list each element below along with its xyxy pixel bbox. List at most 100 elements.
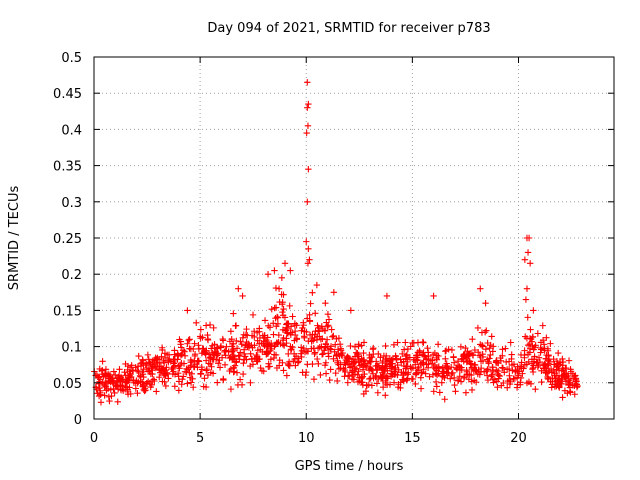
data-point (360, 349, 367, 357)
data-point (207, 369, 215, 376)
data-point (318, 343, 325, 350)
data-point (525, 234, 533, 242)
data-point (156, 373, 163, 381)
data-point (291, 337, 298, 344)
data-point (270, 320, 277, 327)
data-point (347, 307, 355, 314)
data-point (142, 387, 149, 394)
data-point (274, 314, 282, 321)
data-point (368, 382, 376, 389)
data-point (208, 345, 215, 352)
data-point (305, 166, 312, 173)
data-point (201, 375, 208, 382)
data-point (340, 365, 347, 372)
y-tick-label: 0.25 (53, 232, 82, 247)
data-point (135, 368, 142, 376)
data-point (360, 356, 368, 364)
data-point (551, 369, 558, 377)
data-point (129, 376, 137, 384)
data-point (227, 328, 235, 335)
data-point (183, 368, 190, 376)
data-point (467, 360, 474, 367)
data-point (209, 342, 216, 349)
data-point (204, 331, 211, 339)
data-point (374, 389, 382, 396)
data-point (347, 342, 354, 350)
data-point (360, 390, 367, 398)
data-point (455, 376, 462, 384)
data-point (502, 345, 509, 352)
data-point (521, 347, 528, 354)
data-point (383, 292, 391, 300)
data-point (297, 350, 305, 357)
data-point (235, 285, 242, 292)
data-point (135, 352, 142, 360)
data-point (327, 366, 334, 373)
data-point (541, 347, 548, 354)
data-point (300, 321, 307, 329)
data-point (399, 350, 406, 358)
data-point (199, 345, 206, 352)
data-point (223, 343, 230, 350)
y-tick-label: 0.2 (61, 268, 82, 283)
data-point (442, 348, 449, 355)
data-point (311, 349, 319, 356)
data-point (278, 291, 285, 298)
data-point (406, 354, 414, 361)
data-point (549, 378, 556, 385)
data-point (355, 359, 363, 366)
data-point (499, 346, 506, 353)
data-point (253, 353, 261, 360)
data-point (404, 371, 411, 378)
data-point (228, 335, 235, 343)
data-point (407, 365, 415, 372)
data-point (366, 351, 373, 359)
data-point (174, 370, 182, 377)
data-point (483, 372, 491, 379)
data-point (132, 385, 140, 392)
data-point (287, 346, 295, 354)
data-point (249, 311, 257, 319)
data-point (501, 369, 508, 376)
data-point (355, 368, 362, 375)
data-point (229, 356, 237, 363)
data-point (554, 378, 561, 386)
data-point (266, 324, 274, 331)
data-point (451, 381, 458, 389)
data-point (358, 378, 365, 386)
data-point (271, 343, 278, 350)
data-point (207, 360, 214, 368)
data-point (468, 378, 475, 385)
data-point (321, 344, 329, 351)
data-point (526, 335, 534, 342)
data-point (170, 360, 178, 367)
data-point (177, 341, 184, 348)
data-point (201, 349, 208, 356)
data-point (94, 390, 101, 397)
data-point (394, 361, 401, 369)
data-point (472, 378, 480, 386)
data-point (402, 365, 409, 372)
data-point (308, 335, 315, 343)
data-point (360, 339, 368, 346)
data-point (441, 396, 448, 403)
data-point (390, 341, 398, 349)
data-point (260, 340, 267, 348)
data-point (197, 370, 204, 378)
data-point (285, 358, 293, 366)
data-point (334, 357, 341, 365)
data-point (247, 379, 254, 386)
data-point (538, 378, 545, 386)
data-point (304, 79, 311, 86)
data-point (238, 381, 246, 388)
data-point (291, 327, 299, 335)
data-point (108, 392, 115, 400)
data-point (522, 296, 530, 303)
data-point (323, 319, 330, 326)
data-point (261, 332, 268, 339)
data-point (350, 376, 358, 383)
data-point (463, 367, 470, 374)
data-point (191, 357, 198, 364)
data-point (483, 327, 490, 334)
data-point (519, 370, 526, 377)
